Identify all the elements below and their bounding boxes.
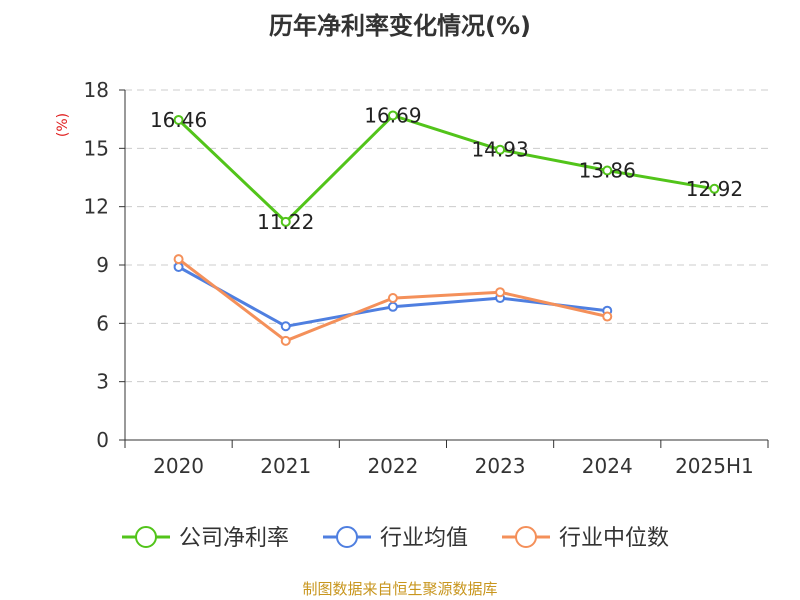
legend-item: 行业均值 (323, 526, 468, 551)
legend-label: 公司净利率 (179, 526, 289, 551)
legend-item: 公司净利率 (122, 526, 289, 551)
data-point (602, 165, 613, 176)
y-tick-label: 15 (84, 136, 109, 160)
legend-marker (135, 526, 157, 548)
legend-item: 行业中位数 (502, 526, 669, 551)
y-tick-label: 0 (96, 428, 109, 452)
data-label: 14.93 (471, 138, 528, 162)
legend-marker (336, 526, 358, 548)
data-point (387, 293, 398, 304)
legend-label: 行业中位数 (559, 526, 669, 551)
x-tick-label: 2021 (260, 454, 311, 478)
y-tick-label: 9 (96, 253, 109, 277)
y-axis-label: (%) (55, 113, 71, 137)
series-line (177, 114, 715, 224)
data-label: 12.92 (686, 177, 743, 201)
data-point (709, 183, 720, 194)
y-tick-label: 12 (84, 195, 109, 219)
y-tick-label: 3 (96, 370, 109, 394)
legend: 公司净利率 行业均值 行业中位数 (122, 526, 669, 551)
data-point (495, 287, 506, 298)
legend-label: 行业均值 (380, 526, 468, 551)
x-tick-label: 2020 (153, 454, 204, 478)
x-tick-label: 2025H1 (675, 454, 754, 478)
data-point (495, 144, 506, 155)
x-tick-label: 2022 (367, 454, 418, 478)
chart-title: 历年净利率变化情况(%) (269, 12, 531, 40)
series-lines (173, 110, 720, 346)
data-point (280, 321, 291, 332)
x-tick-label: 2023 (475, 454, 526, 478)
data-point (280, 216, 291, 227)
legend-marker (515, 526, 537, 548)
data-point (387, 110, 398, 121)
data-labels: 16.46 11.22 16.69 14.93 13.86 12.92 (150, 103, 743, 233)
data-label: 11.22 (257, 210, 314, 234)
y-tick-label: 6 (96, 311, 109, 335)
data-label: 16.69 (364, 103, 421, 127)
axes: 0 3 6 9 12 15 18 2020 2021 2022 2023 2024 2025H1 (84, 78, 769, 478)
data-label: 13.86 (579, 159, 636, 183)
y-tick-label: 18 (84, 78, 109, 102)
data-point (280, 335, 291, 346)
data-label: 16.46 (150, 108, 207, 132)
data-point (387, 301, 398, 312)
data-point (173, 114, 184, 125)
data-point (602, 311, 613, 322)
x-tick-label: 2024 (582, 454, 633, 478)
source-note: 制图数据来自恒生聚源数据库 (302, 580, 497, 598)
data-point (173, 254, 184, 265)
